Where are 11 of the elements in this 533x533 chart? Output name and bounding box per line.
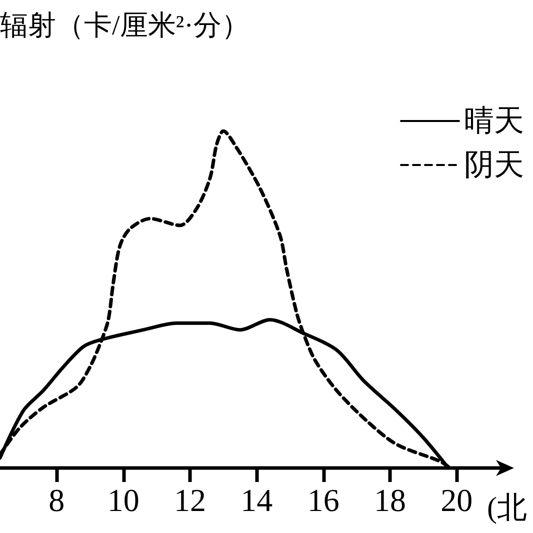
x-tick-label: 14	[240, 482, 273, 518]
x-tick-label: 8	[48, 482, 65, 518]
x-tick-label: 12	[174, 482, 206, 518]
x-tick-label: 16	[307, 482, 340, 518]
y-axis-title: 辐射（卡/厘米²·分）	[0, 10, 250, 42]
x-tick-label: 18	[374, 482, 406, 518]
x-axis-title: (北	[487, 492, 528, 524]
legend-label: 晴天	[464, 104, 524, 138]
legend-label: 阴天	[464, 148, 524, 182]
x-tick-label: 10	[107, 482, 140, 518]
x-tick-label: 20	[440, 482, 473, 518]
